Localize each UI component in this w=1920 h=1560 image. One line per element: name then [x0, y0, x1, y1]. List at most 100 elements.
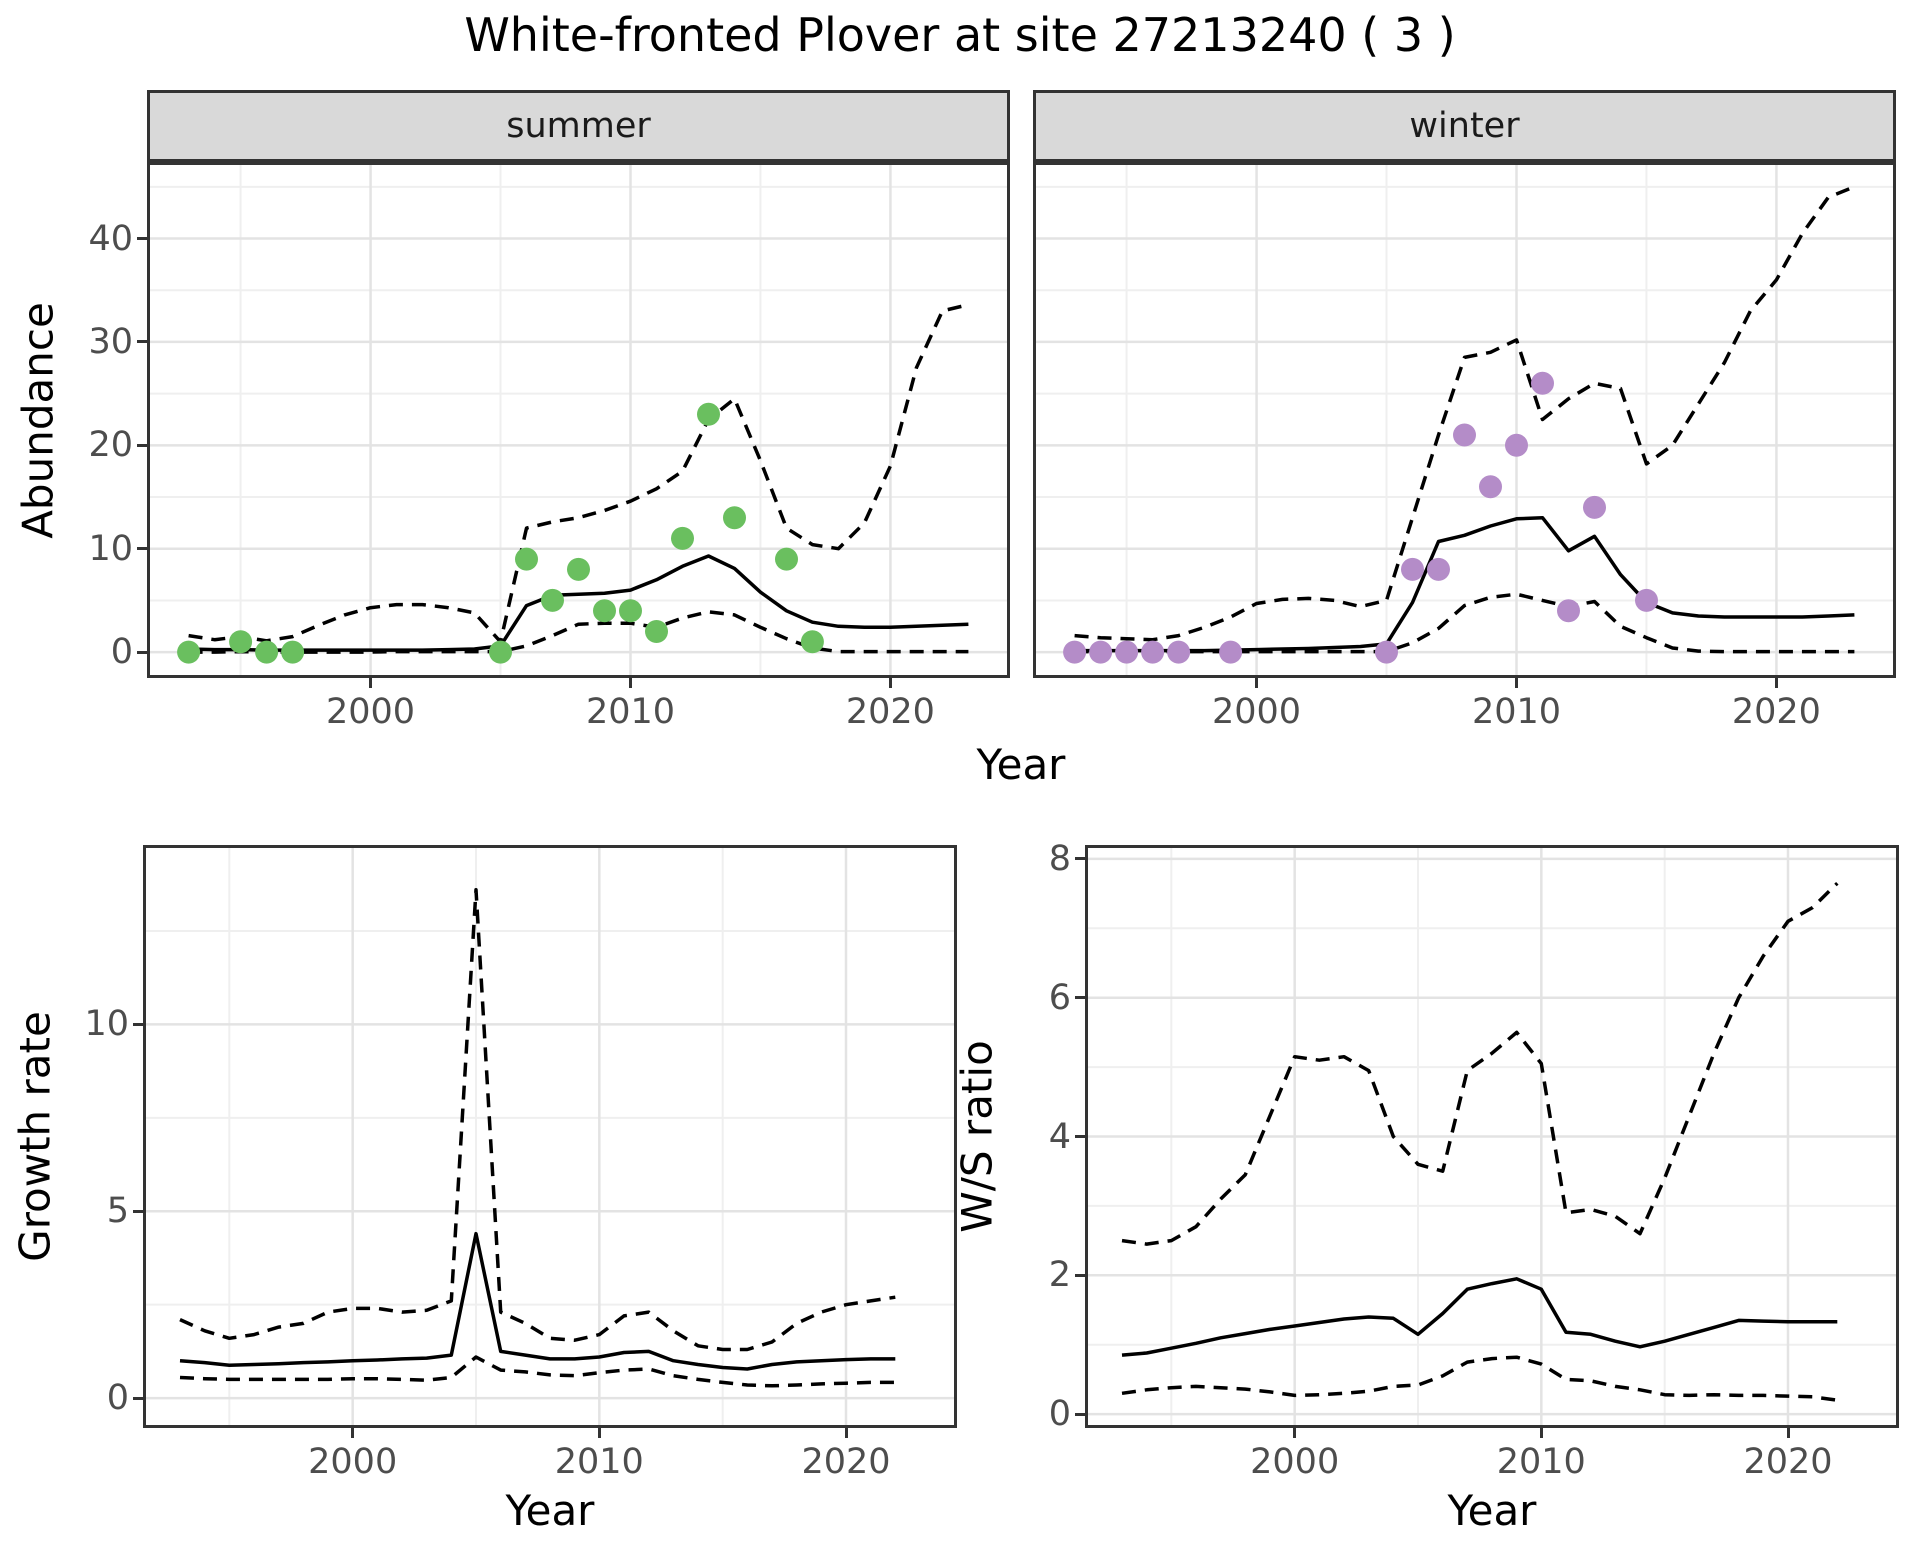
x-tick-mark	[369, 678, 372, 688]
y-tick-label: 2	[1048, 1255, 1071, 1296]
observed-point	[697, 402, 720, 426]
facet-strip-summer: summer	[147, 90, 1010, 162]
y-tick-mark	[137, 443, 147, 447]
y-tick-mark	[133, 1209, 143, 1213]
x-axis-title-growth-rate: Year	[505, 1486, 595, 1535]
x-tick-mark	[1774, 678, 1778, 688]
y-tick-label: 30	[88, 321, 133, 362]
x-tick-mark	[1515, 678, 1518, 688]
x-tick-mark	[629, 678, 632, 688]
x-tick-mark	[1786, 1428, 1790, 1438]
y-tick-label: 5	[106, 1191, 129, 1232]
facet-strip-winter-label: winter	[1409, 106, 1520, 146]
observed-point	[229, 630, 253, 654]
observed-point	[281, 640, 305, 664]
panel-border	[1085, 845, 1899, 1428]
y-tick-mark	[1075, 996, 1085, 1000]
x-axis-title-ws-ratio: Year	[1447, 1486, 1537, 1535]
panel-ws-ratio	[1085, 845, 1899, 1428]
observed-point	[800, 630, 824, 654]
median_fit-line	[179, 1231, 896, 1371]
observed-point	[1505, 433, 1528, 457]
y-tick-mark	[137, 547, 147, 551]
y-tick-mark	[1075, 857, 1085, 861]
y-tick-label: 10	[88, 528, 133, 569]
upper_95ci-line	[1074, 185, 1856, 642]
y-tick-label: 0	[110, 632, 133, 673]
observed-point	[1375, 640, 1398, 664]
x-tick-label: 2020	[801, 1442, 891, 1482]
panel-abundance-summer	[147, 162, 1010, 678]
x-tick-label: 2020	[1743, 1442, 1833, 1482]
median_fit-line	[188, 554, 969, 652]
median_fit-line	[1121, 1277, 1838, 1357]
lower_95ci-line	[1121, 1355, 1838, 1402]
x-tick-label: 2010	[1471, 692, 1562, 732]
y-tick-label: 20	[88, 425, 133, 466]
observed-point	[619, 599, 642, 623]
x-tick-mark	[597, 1428, 601, 1438]
panel-border	[1033, 162, 1896, 678]
panel-abundance-winter	[1033, 162, 1896, 678]
x-tick-label: 2000	[1211, 692, 1302, 732]
x-tick-mark	[844, 1428, 848, 1438]
chart-title: White-fronted Plover at site 27213240 ( …	[464, 8, 1456, 62]
y-tick-mark	[137, 340, 147, 344]
y-tick-mark	[1075, 1273, 1085, 1277]
observed-point	[255, 640, 279, 664]
y-tick-mark	[1075, 1135, 1085, 1138]
y-tick-label: 10	[84, 1004, 129, 1045]
observed-point	[489, 640, 512, 664]
observed-point	[671, 526, 694, 550]
facet-strip-summer-label: summer	[506, 106, 651, 146]
x-tick-mark	[351, 1428, 355, 1438]
y-tick-mark	[137, 650, 147, 654]
observed-point	[541, 588, 564, 612]
observed-point	[593, 599, 616, 623]
x-tick-label: 2010	[554, 1442, 644, 1482]
x-tick-label: 2000	[1250, 1442, 1340, 1482]
observed-point	[1531, 371, 1554, 395]
observed-point	[1089, 640, 1113, 664]
x-tick-label: 2000	[325, 692, 416, 732]
observed-point	[1141, 640, 1165, 664]
panel-border	[147, 162, 1010, 678]
y-tick-mark	[133, 1396, 143, 1400]
x-tick-label: 2010	[585, 692, 676, 732]
panel-border	[143, 845, 957, 1428]
y-tick-label: 6	[1048, 977, 1071, 1018]
lower_95ci-line	[188, 610, 969, 654]
y-tick-label: 0	[1048, 1394, 1071, 1435]
x-tick-label: 2000	[308, 1442, 398, 1482]
x-tick-mark	[1539, 1428, 1543, 1438]
y-tick-mark	[1075, 1412, 1085, 1416]
observed-point	[1557, 599, 1580, 623]
y-tick-mark	[137, 237, 147, 240]
upper_95ci-line	[1121, 881, 1839, 1246]
upper_95ci-line	[188, 302, 969, 644]
facet-strip-winter: winter	[1033, 90, 1896, 162]
observed-point	[775, 547, 798, 571]
observed-point	[723, 506, 746, 530]
observed-point	[1583, 495, 1606, 519]
y-axis-title-growth-rate: Growth rate	[10, 1011, 60, 1262]
lower_95ci-line	[1074, 592, 1855, 654]
lower_95ci-line	[179, 1355, 896, 1388]
median_fit-line	[1074, 515, 1855, 653]
y-tick-label: 0	[106, 1378, 129, 1419]
observed-point	[1453, 423, 1476, 447]
panel-growth-rate	[143, 845, 957, 1428]
y-tick-label: 40	[88, 218, 133, 259]
observed-point	[567, 557, 590, 581]
observed-point	[515, 547, 538, 571]
observed-point	[1401, 557, 1424, 581]
observed-point	[1427, 557, 1450, 581]
x-tick-mark	[888, 678, 892, 688]
y-tick-label: 8	[1048, 838, 1071, 879]
x-tick-label: 2020	[845, 692, 935, 732]
observed-point	[1635, 588, 1658, 612]
observed-point	[177, 640, 201, 664]
observed-point	[1219, 640, 1243, 664]
observed-point	[1063, 640, 1087, 664]
